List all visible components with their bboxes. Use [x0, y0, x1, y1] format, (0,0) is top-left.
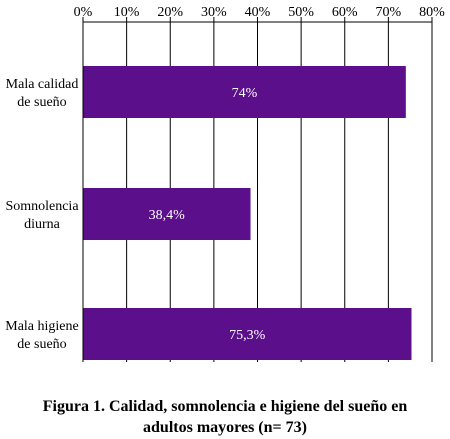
bar	[83, 66, 406, 118]
x-tick-label: 20%	[157, 5, 183, 20]
x-tick-label: 0%	[74, 5, 93, 20]
caption-line-1: Figura 1. Calidad, somnolencia e higiene…	[42, 398, 408, 415]
bar	[83, 308, 412, 360]
caption-line-2: adultos mayores (n= 73)	[143, 419, 307, 436]
x-tick-label: 40%	[245, 5, 271, 20]
bar-data-label: 75,3%	[229, 328, 266, 343]
bar	[83, 188, 251, 240]
category-labels: Mala calidad de sueño Somnolencia diurna Mal…	[5, 77, 79, 352]
bar-data-label: 38,4%	[149, 208, 186, 223]
x-tick-label: 60%	[332, 5, 358, 20]
axes	[82, 17, 433, 362]
category-label: Somnolencia diurna	[5, 199, 79, 232]
category-label: Mala higiene de sueño	[5, 319, 78, 352]
bars: 74% 38,4% 75,3%	[83, 66, 412, 360]
x-tick-label: 30%	[201, 5, 227, 20]
x-tick-label: 10%	[114, 5, 140, 20]
x-tick-label: 70%	[376, 5, 402, 20]
figure-caption: Figura 1. Calidad, somnolencia e higiene…	[0, 396, 450, 438]
bar-data-label: 74%	[232, 86, 258, 101]
x-tick-label: 80%	[419, 5, 445, 20]
bar-chart: 0% 10% 20% 30% 40% 50% 60% 70% 80% 74% 38,4% 75,3%…	[5, 5, 446, 362]
category-label: Mala calidad de sueño	[6, 77, 79, 110]
x-axis-tick-labels: 0% 10% 20% 30% 40% 50% 60% 70% 80%	[74, 5, 446, 20]
x-tick-label: 50%	[288, 5, 314, 20]
